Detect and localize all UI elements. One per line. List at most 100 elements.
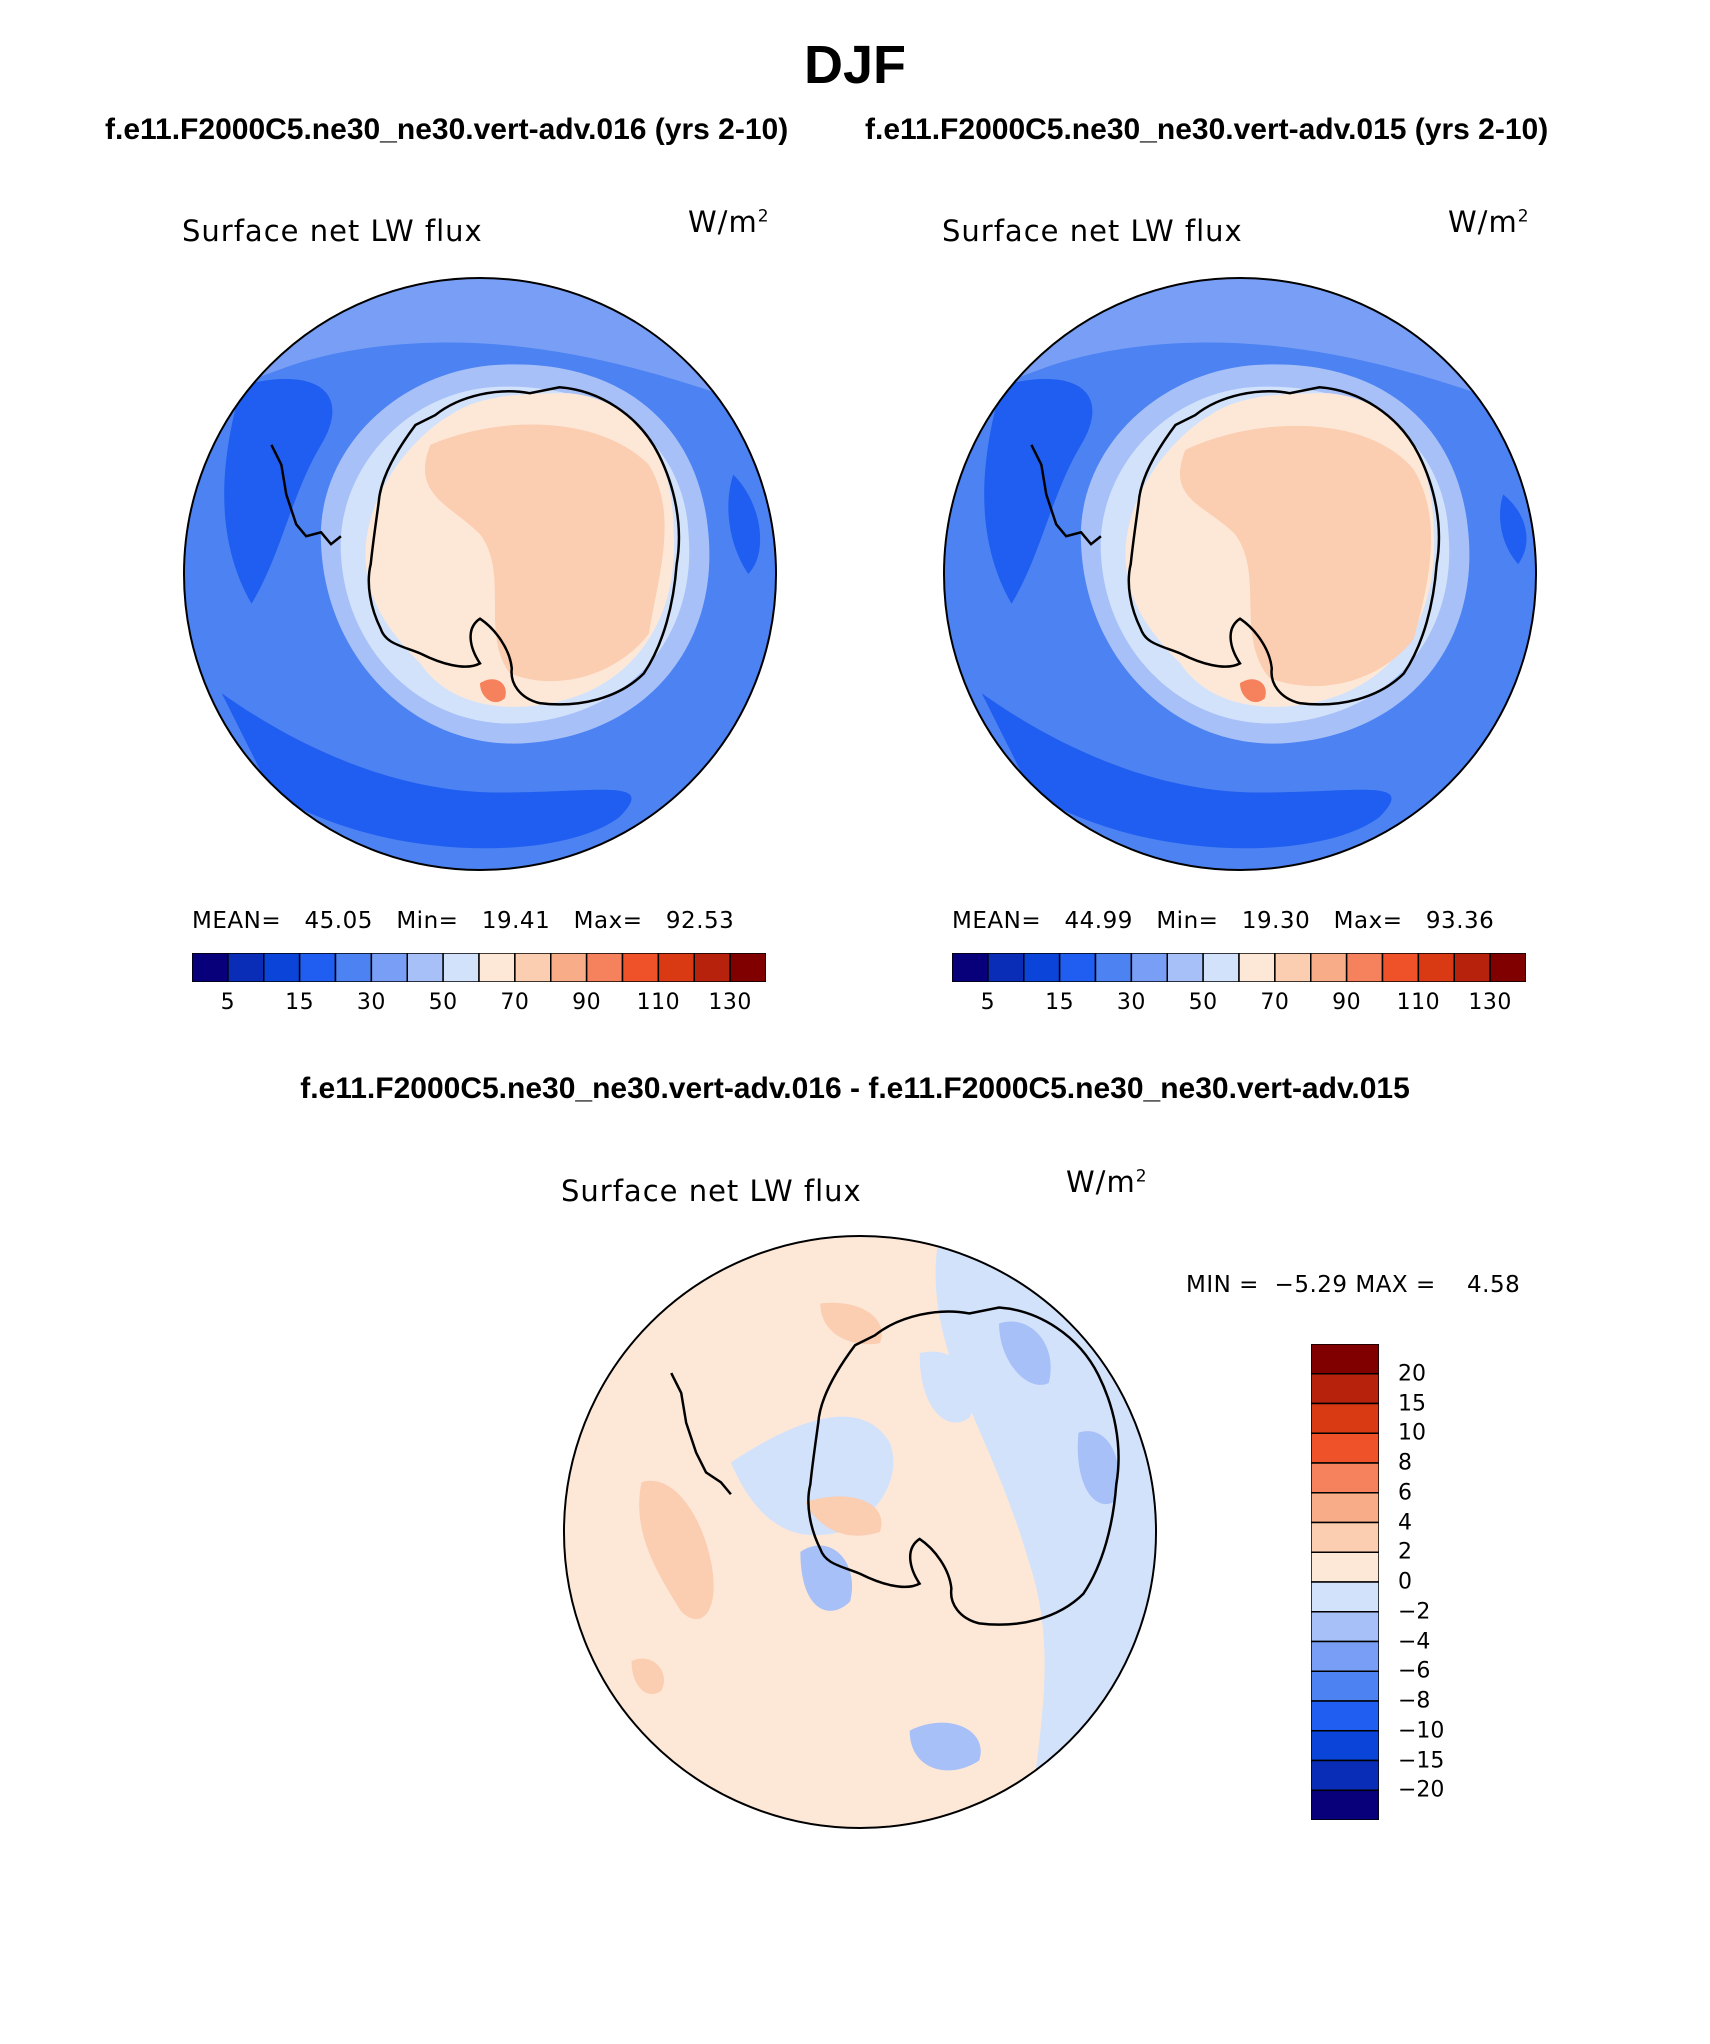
panel1-title: Surface net LW flux (182, 214, 483, 248)
colorbar-swatch (1489, 953, 1526, 982)
colorbar-swatch (1311, 1432, 1379, 1464)
positive-patch (631, 1658, 664, 1695)
negative-patch (999, 1321, 1051, 1385)
peninsula-coastline (270, 444, 342, 546)
colorbar-swatch (1311, 1402, 1379, 1434)
colorbar-tick-label: 30 (1116, 990, 1146, 1015)
panel1-units: W/m2 (688, 205, 770, 239)
case-left-header: f.e11.F2000C5.ne30_ne30.vert-adv.016 (yr… (105, 113, 789, 146)
negative-patch (919, 1351, 976, 1423)
colorbar-tick-label: −6 (1398, 1658, 1431, 1684)
panel2-colorbar (952, 953, 1526, 982)
colorbar-swatch (952, 953, 989, 982)
page-title: DJF (803, 35, 906, 95)
panel3-title: Surface net LW flux (561, 1174, 862, 1208)
colorbar-tick-label: −15 (1398, 1748, 1445, 1773)
colorbar-swatch (1381, 953, 1420, 982)
east-ocean-minimum (1500, 494, 1527, 565)
colorbar-tick-label: 30 (356, 990, 386, 1015)
local-maximum (1240, 679, 1266, 703)
colorbar-tick-label: 8 (1398, 1450, 1412, 1476)
colorbar-swatch (1094, 953, 1133, 982)
colorbar-swatch (1311, 1492, 1379, 1524)
colorbar-swatch (1311, 1789, 1379, 1820)
colorbar-tick-label: 90 (572, 990, 602, 1015)
colorbar-swatch (1311, 1344, 1379, 1375)
panel3-map (562, 1234, 1158, 1830)
colorbar-tick-label: 10 (1398, 1420, 1426, 1446)
panel2-units: W/m2 (1448, 205, 1530, 239)
panel1-colorbar (192, 953, 766, 982)
colorbar-tick-label: 70 (500, 990, 530, 1015)
colorbar-tick-label: 15 (1045, 990, 1075, 1015)
map-border (562, 1234, 1158, 1830)
peninsula-coastline (1030, 444, 1102, 546)
panel3-units: W/m2 (1066, 1165, 1148, 1199)
colorbar-tick-label: 50 (1188, 990, 1218, 1015)
colorbar-swatch (298, 953, 337, 982)
panel3-colorbar (1311, 1344, 1379, 1820)
colorbar-tick-label: 70 (1260, 990, 1290, 1015)
positive-patch (805, 1496, 882, 1536)
colorbar-swatch (370, 953, 408, 982)
peninsula-positive (639, 1480, 714, 1620)
colorbar-swatch (514, 953, 552, 982)
southern-ocean-minimum (221, 693, 632, 849)
colorbar-swatch (334, 953, 373, 982)
ross-negative (800, 1545, 853, 1611)
ice-sheet-high (1180, 425, 1432, 687)
colorbar-tick-label: 15 (285, 990, 315, 1015)
colorbar-tick-label: 15 (1398, 1391, 1426, 1416)
colorbar-swatch (657, 953, 695, 982)
colorbar-swatch (1453, 953, 1491, 982)
colorbar-swatch (1311, 1373, 1379, 1405)
positive-patch (820, 1302, 882, 1345)
panel2-title: Surface net LW flux (942, 214, 1243, 248)
colorbar-swatch (227, 953, 265, 982)
colorbar-swatch (406, 953, 444, 982)
panel2-colorbar-ticks: 5 15 30 50 70 90 110 130 (952, 990, 1526, 1020)
colorbar-swatch (1417, 953, 1455, 982)
colorbar-swatch (1238, 953, 1276, 982)
colorbar-tick-label: 6 (1398, 1480, 1412, 1506)
colorbar-swatch (621, 953, 660, 982)
antarctic-coastline (367, 386, 681, 706)
colorbar-tick-label: 50 (428, 990, 458, 1015)
colorbar-tick-label: −2 (1398, 1599, 1431, 1625)
colorbar-swatch (1202, 953, 1240, 982)
colorbar-tick-label: 5 (220, 990, 236, 1015)
colorbar-tick-label: 110 (1396, 990, 1441, 1015)
west-ocean-minimum (984, 379, 1093, 604)
colorbar-swatch (1311, 1759, 1379, 1791)
colorbar-swatch (729, 953, 766, 982)
colorbar-swatch (550, 953, 588, 982)
panel2-stats: MEAN= 44.99 Min= 19.30 Max= 93.36 (952, 908, 1495, 934)
negative-patch (909, 1722, 981, 1771)
colorbar-tick-label: 20 (1398, 1361, 1426, 1387)
panel2-map (942, 276, 1538, 872)
west-ocean-minimum (224, 379, 333, 604)
colorbar-swatch (1274, 953, 1312, 982)
east-ocean-minimum (728, 474, 761, 574)
ice-sheet-high (424, 424, 665, 682)
colorbar-tick-label: 110 (636, 990, 681, 1015)
peninsula-coastline (670, 1372, 732, 1496)
colorbar-swatch (1311, 1730, 1379, 1762)
colorbar-tick-label: −4 (1398, 1629, 1431, 1654)
colorbar-tick-label: −20 (1398, 1777, 1445, 1803)
panel1-stats: MEAN= 45.05 Min= 19.41 Max= 92.53 (192, 908, 735, 934)
colorbar-tick-label: 90 (1332, 990, 1362, 1015)
colorbar-swatch (1311, 1611, 1379, 1643)
negative-patch (1077, 1431, 1119, 1505)
colorbar-tick-label: 130 (1468, 990, 1512, 1015)
colorbar-swatch (693, 953, 731, 982)
colorbar-tick-label: 2 (1398, 1539, 1412, 1565)
colorbar-swatch (987, 953, 1025, 982)
antarctic-coastline (1127, 386, 1441, 706)
colorbar-swatch (442, 953, 480, 982)
colorbar-swatch (263, 953, 301, 982)
case-right-header: f.e11.F2000C5.ne30_ne30.vert-adv.015 (yr… (865, 113, 1549, 146)
colorbar-swatch (1311, 1462, 1379, 1494)
colorbar-tick-label: −8 (1398, 1688, 1431, 1714)
colorbar-swatch (192, 953, 229, 982)
